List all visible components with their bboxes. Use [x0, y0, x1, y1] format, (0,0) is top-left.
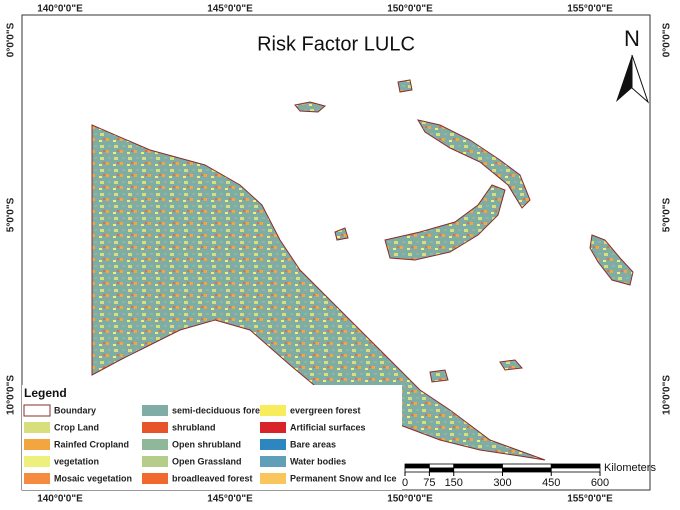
- bougainville: [589, 234, 634, 286]
- legend-swatch: [142, 422, 168, 433]
- map-title: Risk Factor LULC: [257, 33, 415, 55]
- legend-label: Water bodies: [290, 456, 346, 466]
- island: [429, 369, 449, 383]
- legend-swatch: [142, 439, 168, 450]
- coord-label: 155°0'0"E: [567, 4, 613, 15]
- north-arrow: N: [616, 26, 650, 104]
- legend-swatch: [24, 422, 50, 433]
- legend-swatch: [142, 456, 168, 467]
- legend-swatch: [260, 405, 286, 416]
- legend-swatch: [260, 439, 286, 450]
- legend-label: Open shrubland: [172, 439, 241, 449]
- legend-swatch: [142, 405, 168, 416]
- scale-label: 450: [542, 477, 560, 489]
- legend-swatch: [142, 473, 168, 484]
- coord-label: 150°0'0"E: [387, 494, 433, 505]
- legend-swatch: [260, 422, 286, 433]
- scale-segment: [550, 463, 601, 469]
- legend-label: Crop Land: [54, 422, 99, 432]
- coord-label: 145°0'0"E: [207, 4, 253, 15]
- legend-label: Open Grassland: [172, 456, 242, 466]
- coord-label: 5°0'0"S: [6, 197, 17, 232]
- island: [397, 79, 413, 93]
- legend-label: Bare areas: [290, 439, 336, 449]
- scale-label: 600: [591, 477, 609, 489]
- coord-label: 10°0'0"S: [6, 375, 17, 415]
- arrow-right: [631, 54, 650, 104]
- new-britain: [384, 184, 506, 261]
- scale-segment: [404, 467, 430, 473]
- legend-box: [22, 385, 402, 490]
- scale-segment: [453, 467, 503, 473]
- land: [91, 79, 634, 461]
- legend-label: Artificial surfaces: [290, 422, 366, 432]
- legend-label: Rainfed Cropland: [54, 439, 129, 449]
- scale-segment: [550, 467, 601, 473]
- legend-label: Permanent Snow and Ice: [290, 473, 397, 483]
- scale-label: 300: [493, 477, 511, 489]
- scale-unit: Kilometers: [604, 462, 656, 474]
- island: [334, 227, 349, 241]
- legend-swatch: [24, 439, 50, 450]
- legend-label: shrubland: [172, 422, 216, 432]
- legend-label: vegetation: [54, 456, 99, 466]
- legend-swatch: [23, 404, 51, 417]
- scale-segment: [502, 463, 552, 469]
- arrow-left: [616, 55, 632, 102]
- legend-swatch: [260, 473, 286, 484]
- island: [499, 359, 524, 371]
- coord-label: 5°0'0"S: [662, 197, 673, 232]
- legend-label: semi-deciduous forest: [172, 405, 268, 415]
- coord-label: 140°0'0"E: [37, 4, 83, 15]
- coord-label: 10°0'0"S: [662, 375, 673, 415]
- legend: Legend Boundary Crop Land Rainfed Cropland…: [22, 385, 402, 490]
- legend-swatch: [24, 473, 50, 484]
- coord-label: 0°0'0"S: [6, 22, 17, 57]
- scale-segment: [453, 463, 503, 469]
- legend-swatch: [260, 456, 286, 467]
- legend-label: Mosaic vegetation: [54, 473, 132, 483]
- legend-swatch: [24, 456, 50, 467]
- manus: [294, 101, 327, 113]
- new-ireland: [416, 119, 531, 209]
- scale-label: 0: [402, 477, 408, 489]
- coord-label: 155°0'0"E: [567, 494, 613, 505]
- scale-segment: [404, 463, 430, 469]
- scale-label: 150: [445, 477, 463, 489]
- legend-label: broadleaved forest: [172, 473, 253, 483]
- mainland: [91, 124, 546, 461]
- scale-segment: [428, 467, 455, 473]
- legend-title: Legend: [24, 386, 67, 400]
- scale-segment: [428, 463, 455, 469]
- coord-label: 150°0'0"E: [387, 4, 433, 15]
- legend-label: Boundary: [54, 405, 96, 415]
- coord-label: 0°0'0"S: [662, 22, 673, 57]
- north-label: N: [624, 26, 640, 51]
- scale-segment: [502, 467, 552, 473]
- scale-label: 75: [423, 477, 435, 489]
- coord-label: 145°0'0"E: [207, 494, 253, 505]
- legend-label: evergreen forest: [290, 405, 361, 415]
- coord-label: 140°0'0"E: [37, 494, 83, 505]
